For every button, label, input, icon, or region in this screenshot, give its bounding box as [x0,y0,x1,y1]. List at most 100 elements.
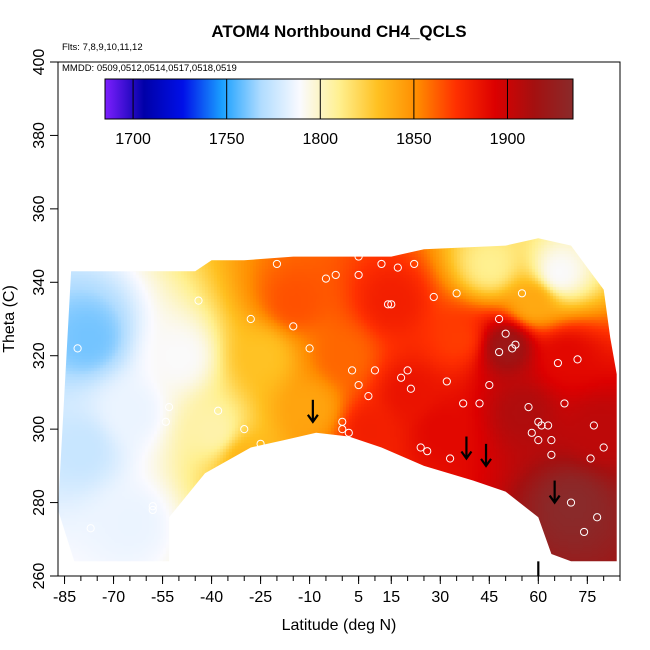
sample-point [537,421,546,430]
sample-point [331,270,340,280]
sample-point [256,439,265,448]
chart-title: ATOM4 Northbound CH4_QCLS [211,22,466,41]
sample-point [321,274,331,283]
x-tick-label: 60 [529,589,547,606]
sample-point [174,513,183,522]
x-tick-label: -70 [102,589,125,606]
sample-points [58,241,608,537]
sample-point [344,428,353,437]
sample-point [354,380,363,390]
sample-point [544,421,553,430]
sample-point [579,527,589,537]
sample-point [393,263,402,272]
x-tick-label: -10 [298,589,321,606]
dates-label: MMDD: 0509,0512,0514,0517,0518,0519 [62,63,237,74]
sample-point [289,322,298,331]
sample-point [364,392,373,401]
colorbar-tick-label: 1750 [209,131,245,148]
sample-point [223,461,233,470]
sample-point [347,366,357,375]
y-tick-label: 340 [31,269,48,296]
sample-point [566,498,576,507]
sample-point [416,443,425,452]
arrow-head [460,450,473,461]
plot-frame [57,61,621,577]
sample-point [161,417,170,426]
sample-point [547,450,556,459]
colorbar-tick-label: 1700 [115,131,151,148]
sample-point [298,241,308,250]
sample-point [527,428,536,437]
sample-point [593,513,602,522]
x-tick-label: 15 [382,589,400,606]
sample-point [148,502,157,511]
sample-point [338,425,347,434]
x-tick-label: 45 [480,589,498,606]
sample-point [377,259,386,269]
arrow-markers [306,399,561,576]
sample-point [396,373,406,382]
x-tick-label: 30 [431,589,449,606]
sample-point [73,344,82,353]
y-tick-label: 320 [31,342,48,369]
arrow-marker [306,399,319,424]
y-axis-label: Theta (C) [1,285,18,353]
sample-point [445,454,455,463]
sample-point [501,329,510,338]
sample-point [534,436,543,445]
y-tick-label: 300 [31,416,48,443]
y-tick-label: 260 [31,563,48,590]
x-tick-label: -85 [53,589,76,606]
sample-point [599,443,608,452]
sample-point [86,524,95,533]
sample-point [305,344,314,353]
sample-point [495,314,504,324]
sample-point [560,399,569,408]
sample-point [383,300,393,309]
sample-point [589,421,598,430]
sample-point [495,347,504,357]
sample-point [406,384,415,393]
sample-point [429,292,438,302]
sample-point [272,259,282,269]
sample-point [403,366,412,375]
colorbar-tick-label: 1800 [302,131,338,148]
x-axis-label: Latitude (deg N) [282,617,397,634]
x-axis: -85 -70 -55 -40 -25 -10 5 15 30 45 60 75 [53,576,621,606]
sample-point [511,340,520,349]
sample-point [354,270,363,280]
y-tick-label: 360 [31,195,48,222]
x-tick-label: 5 [354,589,363,606]
sample-point [547,436,556,445]
arrow-head [548,494,561,505]
sample-point [459,399,468,408]
sample-point [370,366,380,375]
sample-point [452,289,461,298]
flights-label: Flts: 7,8,9,10,11,12 [62,42,143,53]
arrow-head [480,458,492,468]
sample-point [442,377,451,386]
arrow-marker [533,561,543,576]
sample-point [524,403,533,412]
sample-point [423,447,432,456]
colorbar-tick-label: 1850 [396,131,432,148]
sample-point [354,252,363,261]
sample-point [485,380,494,390]
sample-point [475,399,484,408]
sample-point [517,289,527,298]
sample-point [246,314,255,324]
sample-point [553,358,563,368]
sample-point [573,355,582,364]
colorbar: 1700 1750 1800 1850 1900 [104,78,574,148]
sample-point [214,406,223,415]
sample-point [58,318,66,327]
sample-point [240,425,249,434]
colorbar-tick-label: 1900 [490,131,526,148]
sample-point [586,454,595,463]
x-tick-label: -40 [200,589,223,606]
sample-point [410,259,419,269]
y-tick-label: 380 [31,122,48,149]
sample-point [387,300,396,309]
arrow-marker [548,480,561,505]
